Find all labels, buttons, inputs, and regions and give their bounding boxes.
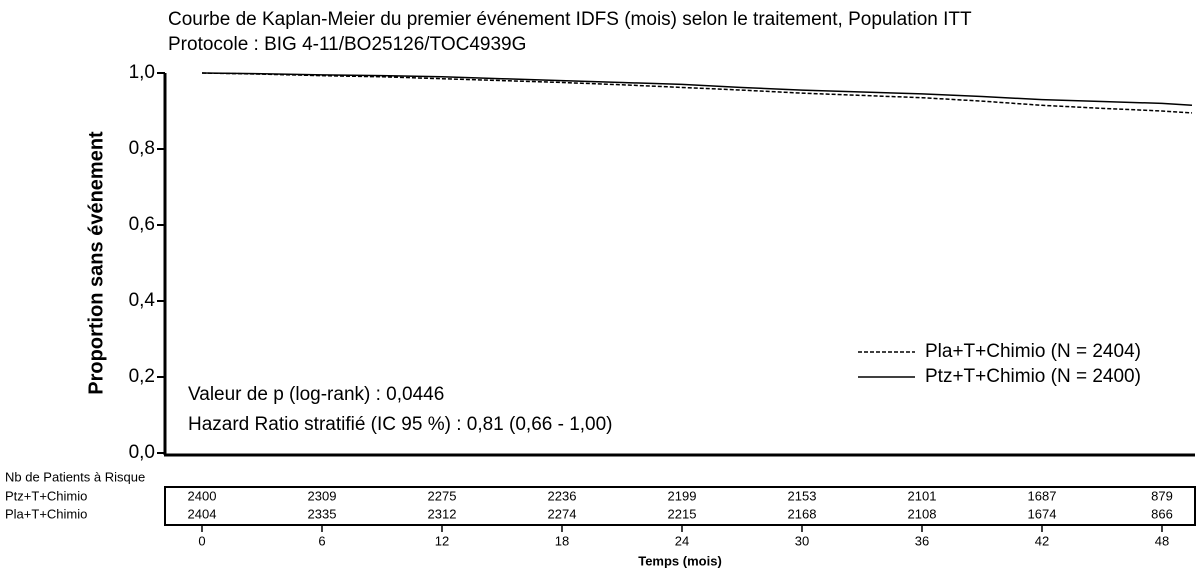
km-curve — [201, 72, 1193, 107]
y-tick-label: 0,2 — [129, 366, 155, 387]
risk-count: 2168 — [788, 506, 817, 521]
risk-table-title: Nb de Patients à Risque — [5, 469, 145, 484]
legend-label: Ptz+T+Chimio (N = 2400) — [925, 366, 1141, 387]
risk-count: 2404 — [188, 506, 217, 521]
x-tick-label: 36 — [915, 533, 929, 548]
chart-subtitle: Protocole : BIG 4-11/BO25126/TOC4939G — [168, 34, 526, 55]
risk-count: 2215 — [668, 506, 697, 521]
risk-count: 2400 — [188, 488, 217, 503]
risk-count: 866 — [1151, 506, 1173, 521]
legend-label: Pla+T+Chimio (N = 2404) — [925, 341, 1141, 362]
y-tick-label: 1,0 — [129, 62, 155, 83]
risk-count: 2275 — [428, 488, 457, 503]
risk-count: 2236 — [548, 488, 577, 503]
km-curve — [201, 72, 1193, 114]
risk-count: 2199 — [668, 488, 697, 503]
x-axis-label: Temps (mois) — [638, 553, 722, 568]
y-axis-label: Proportion sans événement — [85, 131, 107, 395]
x-tick-label: 18 — [555, 533, 569, 548]
risk-count: 2108 — [908, 506, 937, 521]
y-tick-label: 0,0 — [129, 442, 155, 463]
x-tick-label: 48 — [1155, 533, 1169, 548]
risk-count: 2335 — [308, 506, 337, 521]
x-tick-label: 12 — [435, 533, 449, 548]
y-tick-label: 0,8 — [129, 138, 155, 159]
risk-row-label: Ptz+T+Chimio — [5, 488, 87, 503]
chart-title: Courbe de Kaplan-Meier du premier événem… — [168, 9, 972, 30]
risk-count: 2309 — [308, 488, 337, 503]
risk-count: 2312 — [428, 506, 457, 521]
risk-count: 1687 — [1028, 488, 1057, 503]
x-tick-label: 24 — [675, 533, 689, 548]
y-tick-label: 0,4 — [129, 290, 156, 311]
annotation: Hazard Ratio stratifié (IC 95 %) : 0,81 … — [188, 414, 613, 435]
risk-count: 879 — [1151, 488, 1173, 503]
risk-count: 2101 — [908, 488, 937, 503]
x-tick-label: 30 — [795, 533, 809, 548]
x-tick-label: 0 — [198, 533, 205, 548]
x-tick-label: 6 — [318, 533, 325, 548]
risk-table-box — [164, 486, 1196, 526]
y-tick-label: 0,6 — [129, 214, 155, 235]
risk-count: 1674 — [1028, 506, 1057, 521]
risk-count: 2274 — [548, 506, 577, 521]
x-tick-label: 42 — [1035, 533, 1049, 548]
risk-row-label: Pla+T+Chimio — [5, 506, 87, 521]
risk-count: 2153 — [788, 488, 817, 503]
annotation: Valeur de p (log-rank) : 0,0446 — [188, 384, 444, 405]
